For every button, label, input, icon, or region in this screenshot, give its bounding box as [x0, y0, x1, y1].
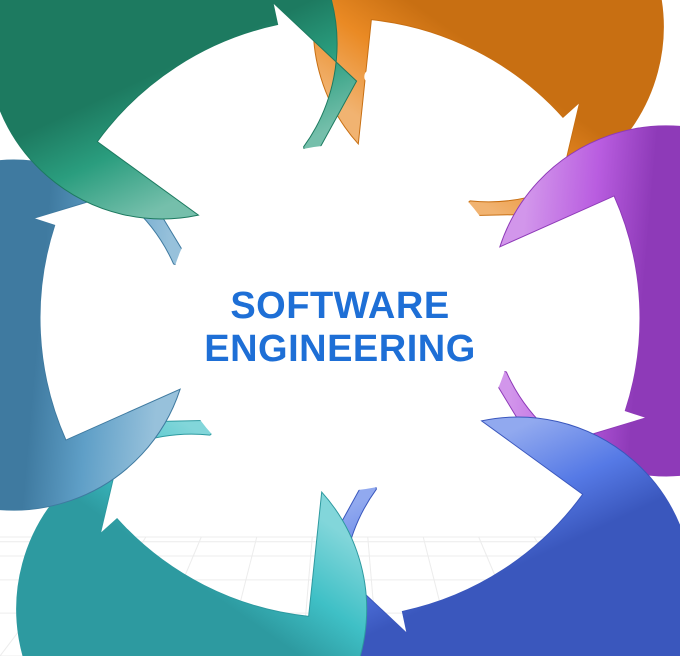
segment-label-maintenance: 5. MAINTENANCE [87, 255, 121, 406]
diagram-center-title: SOFTWARE ENGINEERING [204, 285, 476, 371]
